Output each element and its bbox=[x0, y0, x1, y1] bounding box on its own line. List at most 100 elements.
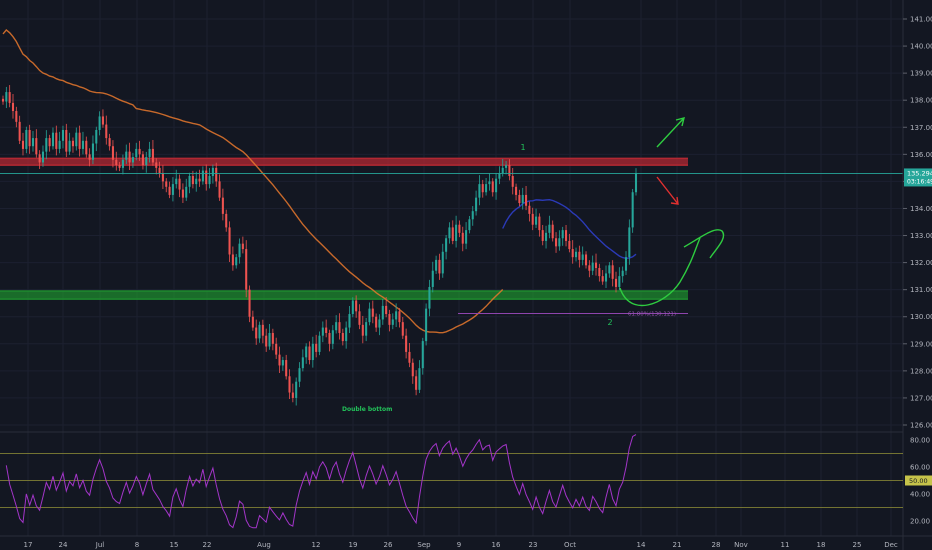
candle-body bbox=[91, 143, 94, 160]
price-tick-label: 132.000 bbox=[910, 259, 932, 267]
wave-label-2: 2 bbox=[607, 318, 612, 327]
candle-body bbox=[201, 170, 204, 182]
candle-body bbox=[208, 175, 211, 185]
time-axis[interactable]: 17 24 Jul 8 15 22 Aug 12 19 26 Sep 9 16 23 Oct 14 21 28 No… bbox=[24, 541, 898, 549]
rsi-tick-label: 80.00 bbox=[910, 437, 930, 445]
candle-body bbox=[255, 327, 258, 339]
price-tick-label: 139.000 bbox=[910, 70, 932, 78]
candle-body bbox=[508, 165, 511, 176]
candle-body bbox=[288, 376, 291, 393]
candle-body bbox=[261, 324, 264, 336]
resistance-zone bbox=[0, 158, 688, 166]
candle-body bbox=[95, 129, 98, 144]
candle-body bbox=[85, 140, 88, 155]
candle-body bbox=[568, 240, 571, 250]
candle-body bbox=[31, 138, 35, 147]
candle-body bbox=[121, 159, 124, 168]
candle-body bbox=[591, 262, 594, 271]
time-tick-label: 9 bbox=[457, 541, 461, 549]
candle-body bbox=[371, 308, 374, 317]
candle-body bbox=[381, 305, 384, 320]
price-tick-label: 126.000 bbox=[910, 422, 932, 430]
time-tick-label: Nov bbox=[734, 541, 748, 549]
candle-body bbox=[28, 129, 31, 147]
candle-body bbox=[398, 311, 401, 323]
candle-body bbox=[101, 116, 104, 125]
candle-body bbox=[551, 224, 554, 239]
annotation-overlay bbox=[0, 117, 903, 314]
price-tick-label: 140.000 bbox=[910, 43, 932, 51]
candle-body bbox=[361, 324, 364, 336]
price-tick-label: 141.000 bbox=[910, 16, 932, 24]
candle-body bbox=[35, 138, 38, 155]
candle-body bbox=[68, 140, 71, 152]
candle-body bbox=[115, 159, 118, 166]
moving-averages bbox=[2, 29, 637, 334]
candle-body bbox=[165, 181, 168, 187]
candle-body bbox=[518, 194, 521, 204]
last-price-countdown: 03:16:49 bbox=[907, 178, 932, 185]
candle-body bbox=[611, 265, 614, 279]
candle-body bbox=[411, 362, 414, 377]
candle-body bbox=[278, 354, 281, 366]
candle-body bbox=[421, 341, 424, 369]
candle-body bbox=[584, 254, 588, 266]
candle-body bbox=[425, 308, 428, 342]
candle-body bbox=[368, 308, 371, 323]
candle-body bbox=[345, 327, 348, 342]
price-tick-label: 129.000 bbox=[910, 340, 932, 348]
candle-body bbox=[51, 132, 55, 147]
fib-level-label: 61.80%(130.121) bbox=[628, 311, 676, 317]
time-tick-label: 16 bbox=[492, 541, 501, 549]
price-zones bbox=[0, 157, 688, 300]
candle-body bbox=[88, 154, 91, 160]
candle-body bbox=[405, 335, 408, 352]
candle-body bbox=[318, 335, 321, 352]
rsi-line bbox=[5, 434, 637, 529]
candle-body bbox=[178, 178, 181, 190]
candle-body bbox=[624, 257, 628, 271]
candle-body bbox=[604, 273, 608, 282]
wave-label-1: 1 bbox=[520, 143, 525, 152]
candle-body bbox=[608, 265, 611, 274]
candle-body bbox=[574, 251, 578, 258]
candle-body bbox=[634, 173, 638, 193]
candle-body bbox=[285, 360, 288, 377]
candle-body bbox=[335, 322, 338, 331]
time-tick-label: 17 bbox=[24, 541, 33, 549]
price-tick-label: 136.000 bbox=[910, 151, 932, 159]
candle-body bbox=[168, 186, 171, 195]
time-tick-label: Aug bbox=[257, 541, 271, 549]
candle-body bbox=[251, 316, 254, 328]
candle-body bbox=[365, 322, 368, 336]
candle-body bbox=[571, 249, 574, 258]
candle-body bbox=[155, 162, 158, 168]
candle-body bbox=[618, 276, 621, 287]
time-tick-label: 21 bbox=[673, 541, 682, 549]
candle-body bbox=[391, 319, 394, 325]
candle-body bbox=[435, 259, 438, 271]
candlestick-series bbox=[1, 85, 638, 406]
candle-body bbox=[298, 368, 301, 382]
time-tick-label: Sep bbox=[417, 541, 431, 549]
candle-body bbox=[445, 238, 448, 252]
bounce-curve-arrow bbox=[619, 229, 725, 307]
candle-body bbox=[8, 92, 11, 103]
candle-body bbox=[465, 230, 468, 244]
price-tick-label: 128.000 bbox=[910, 367, 932, 375]
candle-body bbox=[525, 194, 528, 206]
price-axis[interactable]: 141.000 140.000 139.000 138.000 137.000 136.0… bbox=[903, 16, 932, 430]
candle-body bbox=[341, 332, 344, 342]
time-tick-label: 28 bbox=[712, 541, 721, 549]
candle-body bbox=[511, 175, 514, 187]
candle-body bbox=[328, 332, 331, 344]
time-tick-label: 15 bbox=[170, 541, 179, 549]
candle-body bbox=[478, 184, 481, 198]
candle-body bbox=[161, 173, 164, 182]
candle-body bbox=[61, 129, 65, 141]
candle-body bbox=[181, 189, 184, 198]
time-tick-label: 24 bbox=[59, 541, 68, 549]
